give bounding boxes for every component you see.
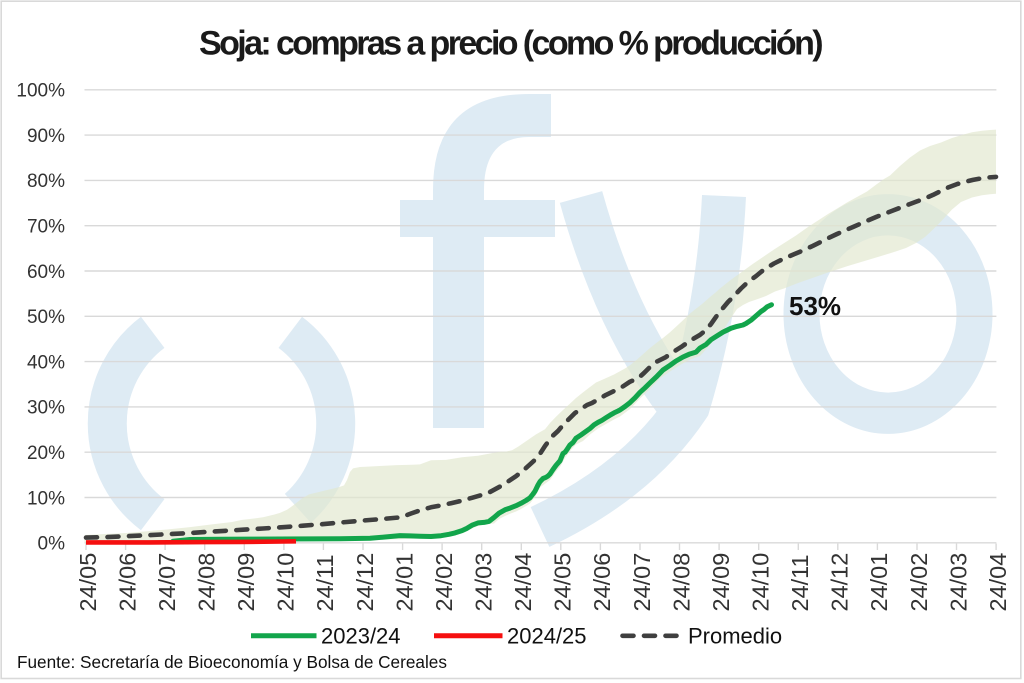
svg-text:90%: 90% xyxy=(27,126,65,147)
svg-text:Soja: compras a precio (como %: Soja: compras a precio (como % producció… xyxy=(199,25,822,63)
svg-text:24/01: 24/01 xyxy=(391,553,417,612)
svg-text:50%: 50% xyxy=(27,307,65,328)
svg-text:24/10: 24/10 xyxy=(748,553,774,612)
svg-text:24/09: 24/09 xyxy=(708,553,734,612)
svg-text:53%: 53% xyxy=(789,291,841,321)
svg-text:24/08: 24/08 xyxy=(668,553,694,612)
svg-text:Promedio: Promedio xyxy=(688,624,782,649)
svg-text:24/06: 24/06 xyxy=(114,553,140,612)
svg-text:24/10: 24/10 xyxy=(273,553,299,612)
svg-text:24/05: 24/05 xyxy=(75,553,101,612)
svg-text:70%: 70% xyxy=(27,217,65,238)
svg-text:20%: 20% xyxy=(27,443,65,464)
svg-text:100%: 100% xyxy=(16,81,65,102)
svg-text:24/11: 24/11 xyxy=(787,554,813,611)
svg-text:2024/25: 2024/25 xyxy=(507,624,587,649)
svg-text:0%: 0% xyxy=(38,534,66,555)
svg-text:24/02: 24/02 xyxy=(906,553,932,612)
svg-text:24/09: 24/09 xyxy=(233,553,259,612)
svg-text:24/07: 24/07 xyxy=(629,553,655,612)
svg-text:24/03: 24/03 xyxy=(945,553,971,612)
svg-text:24/06: 24/06 xyxy=(589,553,615,612)
svg-text:60%: 60% xyxy=(27,262,65,283)
svg-text:80%: 80% xyxy=(27,171,65,192)
svg-text:24/07: 24/07 xyxy=(154,553,180,612)
svg-text:24/04: 24/04 xyxy=(985,553,1011,612)
svg-text:24/04: 24/04 xyxy=(510,553,536,612)
svg-text:24/12: 24/12 xyxy=(352,553,378,612)
svg-text:24/02: 24/02 xyxy=(431,553,457,612)
svg-text:24/11: 24/11 xyxy=(312,554,338,611)
svg-text:24/03: 24/03 xyxy=(471,553,497,612)
svg-text:24/05: 24/05 xyxy=(550,553,576,612)
svg-text:40%: 40% xyxy=(27,352,65,373)
svg-text:24/01: 24/01 xyxy=(866,553,892,612)
svg-text:24/08: 24/08 xyxy=(194,553,220,612)
svg-text:24/12: 24/12 xyxy=(827,553,853,612)
svg-text:10%: 10% xyxy=(27,488,65,509)
svg-text:2023/24: 2023/24 xyxy=(321,624,401,649)
svg-text:30%: 30% xyxy=(27,398,65,419)
svg-text:Fuente: Secretaría de Bioecono: Fuente: Secretaría de Bioeconomía y Bols… xyxy=(17,652,447,672)
